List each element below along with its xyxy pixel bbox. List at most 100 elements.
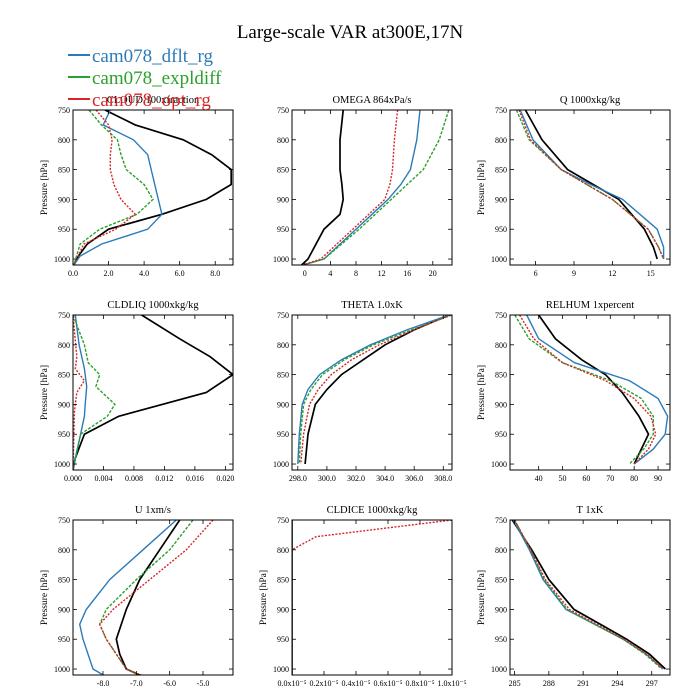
legend-entry: cam078_expldiff bbox=[68, 68, 222, 89]
series-line-cam078-expldiff bbox=[98, 520, 194, 675]
series-line-black bbox=[301, 110, 345, 265]
series-line-cam078-opt-rg bbox=[300, 315, 451, 465]
y-tick-label: 850 bbox=[495, 576, 507, 585]
series-group bbox=[78, 520, 214, 675]
panel: 750 800 850 900 950 1000 6 9 12 15 Q 1000xkg/kg Pre… bbox=[477, 95, 671, 278]
x-tick-label: -5.0 bbox=[197, 679, 210, 688]
series-line-cam078-expldiff bbox=[513, 520, 663, 670]
x-tick-label: 0.8x10⁻⁵ bbox=[405, 679, 434, 688]
series-line-cam078-opt-rg bbox=[518, 315, 657, 465]
series-line-black bbox=[115, 520, 181, 675]
plot-frame bbox=[291, 109, 453, 266]
x-tick-label: 90 bbox=[654, 474, 662, 483]
y-tick-label: 900 bbox=[495, 400, 507, 409]
x-tick-label: 50 bbox=[559, 474, 567, 483]
y-tick-label: 1000 bbox=[273, 255, 289, 264]
series-group bbox=[514, 315, 669, 465]
y-tick-label: 950 bbox=[495, 430, 507, 439]
series-line-cam078-dflt-rg bbox=[73, 110, 163, 265]
y-tick-label: 850 bbox=[58, 371, 70, 380]
y-tick-label: 750 bbox=[495, 106, 507, 115]
y-tick-label: 850 bbox=[277, 166, 289, 175]
panel-title: CLOUD 100xfraction bbox=[107, 95, 200, 106]
x-tick-label: 285 bbox=[509, 679, 521, 688]
y-axis-label: Pressure [hPa] bbox=[477, 160, 487, 215]
panel-title: OMEGA 864xPa/s bbox=[332, 95, 411, 106]
y-tick-label: 800 bbox=[58, 341, 70, 350]
x-tick-label: 306.0 bbox=[405, 474, 423, 483]
x-tick-label: 0.020 bbox=[216, 474, 234, 483]
series-line-black bbox=[511, 520, 666, 670]
series-group bbox=[515, 110, 665, 260]
y-tick-label: 850 bbox=[277, 576, 289, 585]
series-line-cam078-expldiff bbox=[298, 315, 452, 465]
panel-title: T 1xK bbox=[577, 505, 604, 516]
y-tick-label: 950 bbox=[277, 635, 289, 644]
y-tick-label: 1000 bbox=[273, 665, 289, 674]
y-tick-label: 800 bbox=[277, 136, 289, 145]
x-tick-label: 60 bbox=[582, 474, 590, 483]
x-tick-label: 12 bbox=[378, 269, 386, 278]
series-line-black bbox=[73, 110, 233, 265]
series-line-cam078-dflt-rg bbox=[519, 110, 665, 259]
x-tick-label: 0.008 bbox=[125, 474, 143, 483]
x-tick-label: 12 bbox=[608, 269, 616, 278]
legend-label: cam078_dflt_rg bbox=[92, 46, 214, 67]
x-tick-label: 294 bbox=[611, 679, 623, 688]
panel-title: THETA 1.0xK bbox=[341, 300, 403, 311]
y-axis-label: Pressure [hPa] bbox=[477, 365, 487, 420]
plot-frame bbox=[72, 109, 234, 266]
series-line-cam078-expldiff bbox=[73, 315, 116, 470]
y-tick-label: 1000 bbox=[491, 255, 507, 264]
x-tick-label: 80 bbox=[630, 474, 638, 483]
x-tick-label: 1.0x10⁻⁵ bbox=[437, 679, 466, 688]
y-tick-label: 800 bbox=[495, 546, 507, 555]
y-tick-label: 950 bbox=[277, 225, 289, 234]
y-tick-label: 900 bbox=[58, 400, 70, 409]
x-tick-label: 6.0 bbox=[175, 269, 185, 278]
x-tick-label: 70 bbox=[606, 474, 614, 483]
plot-frame bbox=[509, 109, 671, 266]
series-line-black bbox=[538, 315, 650, 465]
panel-title: CLDLIQ 1000xkg/kg bbox=[107, 300, 199, 311]
y-tick-label: 950 bbox=[495, 635, 507, 644]
y-tick-label: 950 bbox=[58, 225, 70, 234]
panel-title: U 1xm/s bbox=[135, 505, 171, 516]
y-tick-label: 850 bbox=[495, 371, 507, 380]
y-axis-label: Pressure [hPa] bbox=[259, 570, 269, 625]
series-line-cam078-expldiff bbox=[514, 315, 654, 465]
series-group bbox=[73, 110, 233, 265]
legend-entry: cam078_dflt_rg bbox=[68, 46, 214, 67]
y-tick-label: 900 bbox=[277, 605, 289, 614]
x-tick-label: 302.0 bbox=[347, 474, 365, 483]
panel-title: CLDICE 1000xkg/kg bbox=[327, 505, 418, 516]
series-group bbox=[73, 315, 233, 470]
x-tick-label: 0.0x10⁻⁵ bbox=[277, 679, 306, 688]
x-tick-label: 20 bbox=[429, 269, 437, 278]
series-line-cam078-opt-rg bbox=[513, 520, 664, 670]
x-tick-label: -7.0 bbox=[130, 679, 143, 688]
y-tick-label: 900 bbox=[277, 400, 289, 409]
y-tick-label: 750 bbox=[277, 106, 289, 115]
y-tick-label: 900 bbox=[58, 605, 70, 614]
x-tick-label: 8 bbox=[354, 269, 358, 278]
legend-entry: cam078_opt_rg bbox=[68, 90, 211, 111]
x-tick-label: 0.2x10⁻⁵ bbox=[309, 679, 338, 688]
series-group bbox=[511, 520, 666, 670]
x-tick-label: 304.0 bbox=[376, 474, 394, 483]
y-tick-label: 950 bbox=[495, 225, 507, 234]
y-tick-label: 850 bbox=[495, 166, 507, 175]
plot-frame bbox=[72, 314, 234, 471]
y-tick-label: 850 bbox=[58, 166, 70, 175]
legend-label: cam078_opt_rg bbox=[92, 90, 211, 111]
x-tick-label: 0 bbox=[303, 269, 307, 278]
series-line-cam078-dflt-rg bbox=[526, 315, 669, 465]
x-tick-label: 40 bbox=[535, 474, 543, 483]
x-tick-label: 0.016 bbox=[186, 474, 204, 483]
series-line-black bbox=[73, 315, 233, 470]
x-tick-label: 6 bbox=[534, 269, 538, 278]
x-tick-label: -8.0 bbox=[97, 679, 110, 688]
x-tick-label: 288 bbox=[543, 679, 555, 688]
